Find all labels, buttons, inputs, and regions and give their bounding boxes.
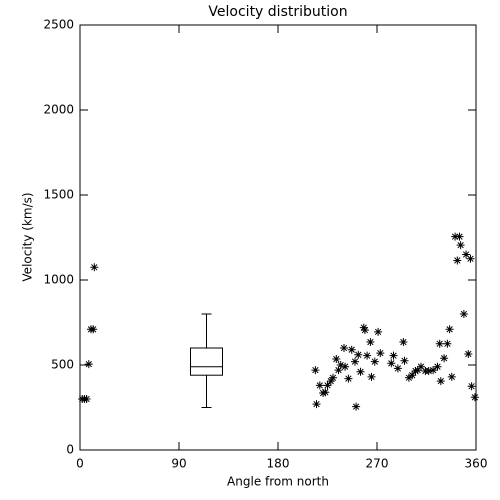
- point: [376, 349, 385, 358]
- point: [411, 366, 420, 375]
- point: [462, 250, 471, 259]
- point: [90, 263, 99, 272]
- point: [329, 373, 337, 382]
- point: [354, 350, 363, 359]
- x-tick-label: 270: [366, 457, 389, 471]
- y-tick-label: 500: [51, 358, 74, 372]
- point: [311, 366, 320, 375]
- point: [467, 382, 476, 391]
- point: [433, 362, 442, 371]
- point: [453, 256, 462, 265]
- point: [351, 357, 359, 366]
- point: [84, 360, 93, 369]
- point: [424, 366, 433, 375]
- point: [363, 351, 372, 360]
- point: [413, 366, 422, 375]
- point: [315, 381, 324, 390]
- point: [436, 377, 445, 386]
- point: [319, 389, 328, 398]
- point: [408, 371, 417, 380]
- chart-title: Velocity distribution: [208, 4, 347, 20]
- point: [417, 362, 425, 371]
- y-tick-label: 1000: [43, 273, 74, 287]
- point: [360, 326, 369, 335]
- x-tick-label: 180: [267, 457, 290, 471]
- x-tick-label: 0: [76, 457, 84, 471]
- point: [340, 344, 348, 352]
- point: [352, 402, 361, 411]
- y-axis-label: Velocity (km/s): [21, 192, 35, 281]
- point: [341, 362, 350, 371]
- point: [445, 325, 454, 334]
- box: [190, 347, 223, 376]
- point: [393, 364, 402, 373]
- x-tick-label: 90: [171, 457, 186, 471]
- point: [359, 323, 368, 332]
- point: [370, 357, 379, 366]
- point: [323, 381, 332, 390]
- x-axis-label: Angle from north: [227, 475, 329, 489]
- point: [334, 366, 343, 375]
- point: [459, 310, 468, 318]
- point: [344, 374, 353, 383]
- point: [312, 400, 321, 409]
- point: [429, 366, 438, 375]
- point: [82, 395, 91, 403]
- point: [456, 241, 465, 250]
- point: [366, 338, 375, 347]
- point: [326, 377, 335, 386]
- point: [466, 254, 475, 263]
- point: [367, 372, 376, 381]
- point: [347, 345, 356, 354]
- point: [447, 372, 456, 381]
- point: [455, 232, 464, 241]
- point: [399, 338, 408, 347]
- point: [321, 388, 330, 397]
- point: [400, 356, 409, 365]
- point: [443, 339, 452, 348]
- point: [389, 351, 398, 360]
- point: [440, 354, 449, 363]
- point: [374, 327, 383, 336]
- point: [387, 359, 396, 368]
- point: [464, 349, 473, 358]
- point: [435, 339, 444, 348]
- y-tick-label: 2000: [43, 103, 74, 117]
- point: [336, 361, 345, 369]
- point: [89, 325, 98, 334]
- y-tick-label: 2500: [43, 18, 74, 32]
- point: [451, 232, 460, 241]
- y-tick-label: 0: [66, 443, 74, 457]
- y-tick-label: 1500: [43, 188, 74, 202]
- point: [470, 393, 479, 402]
- point: [356, 367, 365, 376]
- plot-frame: [79, 24, 477, 451]
- x-tick-label: 360: [465, 457, 488, 471]
- point: [332, 355, 341, 364]
- point: [404, 373, 413, 382]
